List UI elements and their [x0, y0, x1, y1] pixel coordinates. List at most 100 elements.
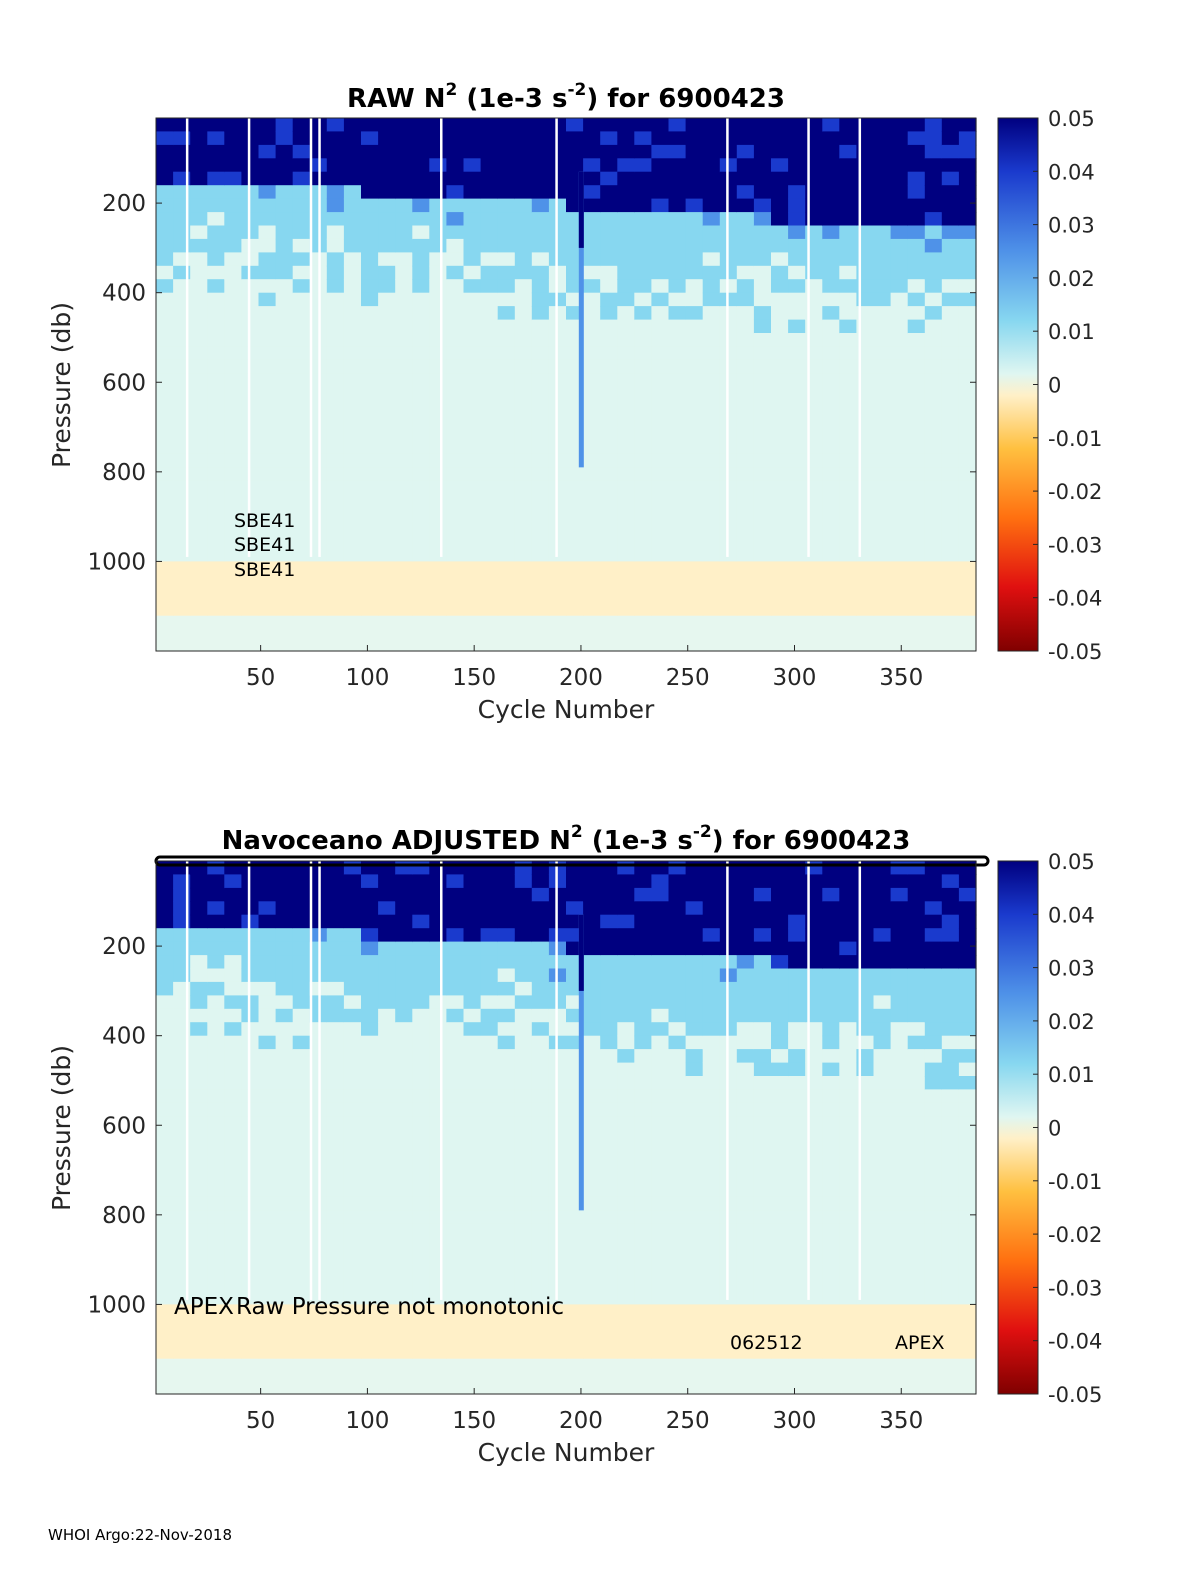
heatmap-cell	[617, 333, 635, 347]
heatmap-cell	[890, 561, 909, 576]
heatmap-cell	[463, 1317, 482, 1332]
heatmap-cell	[873, 427, 892, 442]
heatmap-cell	[190, 252, 208, 267]
heatmap-cell	[856, 1317, 875, 1332]
heatmap-cell	[890, 131, 909, 146]
heatmap-cell	[514, 561, 533, 576]
heatmap-cell	[753, 1089, 772, 1104]
heatmap-cell	[771, 1291, 789, 1305]
heatmap-cell	[685, 995, 704, 1010]
heatmap-cell	[958, 292, 977, 307]
heatmap-cell	[839, 346, 857, 361]
heatmap-cell	[890, 1344, 909, 1359]
heatmap-cell	[514, 1237, 533, 1252]
heatmap-cell	[958, 252, 977, 267]
heatmap-cell	[600, 1143, 618, 1158]
heatmap-cell	[771, 588, 789, 603]
heatmap-cell	[583, 995, 601, 1010]
heatmap-cell	[343, 1304, 362, 1319]
heatmap-cell	[190, 1237, 208, 1252]
heatmap-cell	[395, 1196, 413, 1211]
heatmap-cell	[258, 1250, 277, 1265]
heatmap-cell	[446, 1116, 465, 1131]
heatmap-cell	[292, 1277, 311, 1292]
heatmap-cell	[600, 901, 618, 916]
heatmap-cell	[702, 1102, 721, 1117]
heatmap-cell	[531, 1008, 550, 1023]
heatmap-cell	[497, 279, 516, 294]
heatmap-cell	[207, 1062, 225, 1077]
heatmap-cell	[941, 427, 960, 442]
heatmap-cell	[685, 1170, 704, 1185]
heatmap-cell	[958, 158, 977, 173]
heatmap-cell	[275, 1143, 294, 1158]
heatmap-cell	[378, 265, 396, 280]
heatmap-cell	[378, 453, 396, 468]
heatmap-cell	[771, 1049, 789, 1064]
heatmap-cell	[634, 265, 652, 280]
heatmap-cell	[412, 1143, 430, 1158]
heatmap-cell	[446, 359, 465, 374]
colorbar-tick-label: 0	[1048, 374, 1061, 398]
heatmap-cell	[617, 252, 635, 267]
heatmap-cell	[924, 955, 943, 970]
heatmap-cell	[685, 601, 704, 616]
heatmap-cell	[924, 373, 943, 388]
heatmap-cell	[480, 480, 499, 495]
heatmap-cell	[634, 1008, 652, 1023]
heatmap-cell	[617, 212, 635, 227]
heatmap-cell	[941, 1344, 960, 1359]
heatmap-cell	[617, 453, 635, 468]
heatmap-cell	[378, 1089, 396, 1104]
heatmap-cell	[719, 1317, 738, 1332]
heatmap-cell	[258, 1223, 277, 1238]
heatmap-cell	[446, 521, 465, 536]
heatmap-cell	[514, 238, 533, 253]
heatmap-cell	[583, 1250, 601, 1265]
heatmap-cell	[207, 1170, 225, 1185]
heatmap-cell	[702, 212, 721, 227]
heatmap-cell	[958, 346, 977, 361]
heatmap-cell	[651, 968, 670, 983]
heatmap-cell	[395, 521, 413, 536]
heatmap-cell	[190, 588, 208, 603]
heatmap-cell	[873, 131, 892, 146]
heatmap-cell	[753, 373, 772, 388]
heatmap-cell	[668, 874, 687, 889]
heatmap-cell	[685, 238, 704, 253]
heatmap-cell	[395, 1035, 413, 1050]
heatmap-cell	[583, 1210, 601, 1225]
heatmap-cell	[531, 333, 550, 347]
heatmap-cell	[941, 1143, 960, 1158]
heatmap-cell	[907, 467, 926, 482]
heatmap-cell	[412, 171, 430, 186]
heatmap-cell	[822, 198, 840, 213]
heatmap-cell	[634, 588, 652, 603]
heatmap-cell	[514, 265, 533, 280]
heatmap-cell	[361, 887, 379, 902]
heatmap-cell	[361, 941, 379, 956]
heatmap-cell	[548, 588, 567, 603]
heatmap-cell	[788, 1129, 806, 1144]
heatmap-cell	[753, 453, 772, 468]
heatmap-cell	[634, 252, 652, 267]
heatmap-cell	[463, 1170, 482, 1185]
heatmap-cell	[685, 1264, 704, 1279]
heatmap-cell	[685, 427, 704, 442]
heatmap-cell	[463, 319, 482, 334]
heatmap-cell	[343, 494, 362, 509]
heatmap-cell	[788, 279, 806, 294]
heatmap-cell	[275, 601, 294, 616]
heatmap-cell	[839, 548, 857, 562]
heatmap-cell	[463, 400, 482, 415]
heatmap-cell	[258, 1008, 277, 1023]
heatmap-cell	[736, 238, 755, 253]
heatmap-cell	[361, 561, 379, 576]
heatmap-cell	[907, 914, 926, 929]
heatmap-cell	[480, 467, 499, 482]
heatmap-cell	[429, 319, 447, 334]
heatmap-cell	[890, 373, 909, 388]
heatmap-cell	[395, 480, 413, 495]
heatmap-cell	[890, 238, 909, 253]
heatmap-cell	[839, 928, 857, 943]
